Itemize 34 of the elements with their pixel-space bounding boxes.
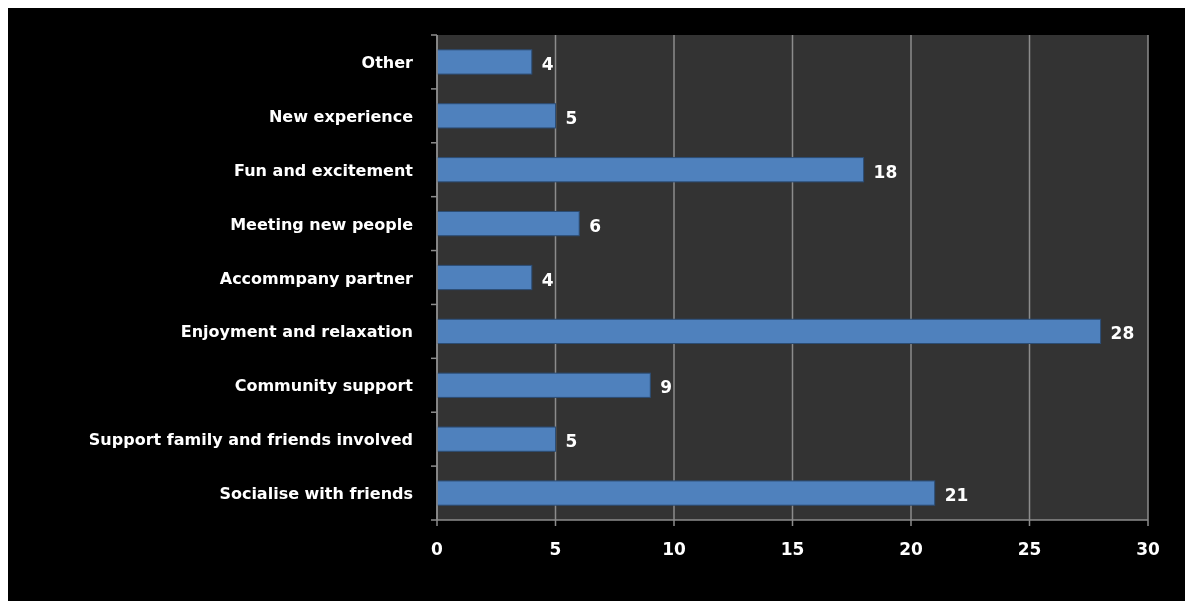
data-label: 9 [660, 377, 673, 398]
bar [436, 264, 533, 291]
y-tick-label: New experience [268, 106, 414, 126]
bar [436, 480, 936, 506]
x-tick-label: 15 [780, 539, 805, 559]
x-tick-label: 30 [1136, 539, 1160, 559]
y-tick-label: Meeting new people [230, 214, 414, 234]
y-tick-label: Community support [234, 376, 414, 396]
bar [436, 210, 580, 237]
data-label: 6 [589, 215, 602, 236]
y-tick-label: Other [361, 52, 414, 72]
data-label: 5 [565, 107, 578, 128]
data-label: 21 [944, 485, 969, 506]
x-tick-label: 10 [662, 539, 686, 559]
x-tick-label: 25 [1017, 539, 1042, 559]
bar [436, 318, 1102, 345]
bar [436, 426, 556, 452]
y-tick-label: Enjoyment and relaxation [180, 322, 413, 342]
x-tick-label: 0 [431, 539, 444, 559]
y-tick-label: Fun and excitement [234, 160, 414, 180]
data-label: 18 [873, 161, 898, 182]
bar [436, 49, 533, 75]
data-label: 5 [565, 431, 578, 452]
data-label: 28 [1110, 323, 1135, 344]
bar [436, 372, 651, 398]
y-tick-label: Accommpany partner [219, 268, 414, 288]
data-label: 4 [541, 53, 554, 74]
data-label: 4 [541, 269, 554, 290]
bar [436, 103, 556, 129]
y-tick-label: Socialise with friends [219, 484, 413, 504]
x-tick-label: 20 [899, 539, 923, 559]
bar [436, 157, 865, 183]
y-tick-label: Support family and friends involved [88, 430, 413, 450]
x-tick-label: 5 [549, 539, 562, 559]
